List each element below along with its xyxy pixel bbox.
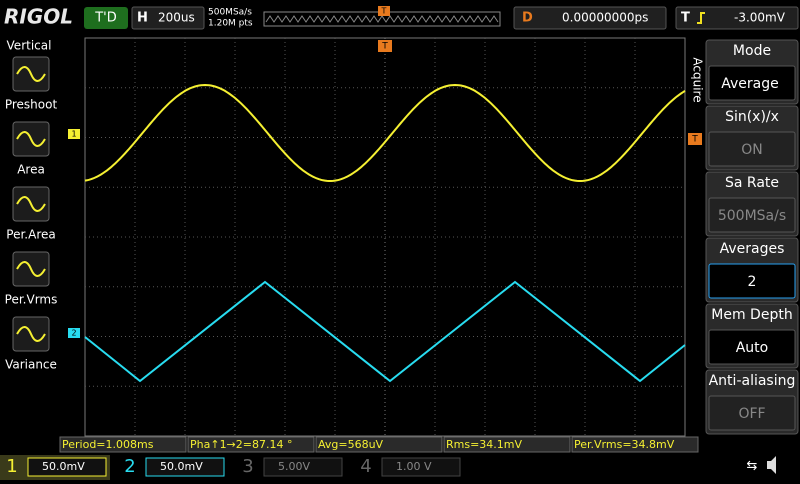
trigger-level-marker: T (691, 135, 698, 145)
measurement: Avg=568uV (318, 438, 384, 451)
trigger-box[interactable] (675, 6, 799, 30)
menu-label[interactable]: Sa Rate (725, 175, 779, 191)
trigger-edge-icon (697, 12, 705, 24)
timebase: 200us (158, 11, 195, 25)
menu-value-box[interactable] (708, 197, 796, 233)
menu-value[interactable]: ON (741, 142, 763, 158)
left-menu-title: Vertical (7, 39, 52, 53)
ch2-marker-box (68, 328, 80, 338)
measurements: Period=1.008ms Pha↑1→2=87.14 ° Avg=568uV Rm… (59, 436, 699, 453)
channel-number[interactable]: 3 (242, 456, 253, 477)
menu-icon-wave[interactable] (16, 131, 46, 147)
memory-depth: 1.20M pts (208, 19, 253, 29)
menu-label[interactable]: Mem Depth (711, 307, 792, 323)
usb-icon: ⇆ (747, 459, 758, 474)
right-menu-side-label: Acquire (691, 57, 705, 102)
menu-value-box[interactable] (708, 329, 796, 365)
measurement: Period=1.008ms (62, 438, 154, 451)
brand: RIGOL (4, 5, 73, 29)
menu-icon-wave[interactable] (16, 326, 46, 342)
trigger-marker-box (378, 6, 390, 16)
measurement: Per.Vrms=34.8mV (574, 438, 675, 451)
menu-icon-wave[interactable] (16, 196, 46, 212)
measurement-box (315, 436, 443, 453)
trigger-position: T (381, 42, 388, 52)
channel-scale[interactable]: 1.00 V (396, 460, 432, 473)
menu-icon-wave[interactable] (16, 66, 46, 82)
menu-value-box[interactable] (708, 65, 796, 101)
graticule (85, 38, 685, 436)
menu-item[interactable]: Per.Area (6, 228, 55, 242)
channel-scale-box[interactable] (27, 457, 107, 477)
menu-value-box[interactable] (708, 395, 796, 431)
menu-value[interactable]: OFF (738, 406, 765, 422)
channel-scale[interactable]: 50.0mV (42, 460, 85, 473)
channel-scale[interactable]: 5.00V (278, 460, 310, 473)
menu-value[interactable]: 2 (748, 274, 757, 290)
channel-scale-box[interactable] (381, 457, 461, 477)
menu-item[interactable]: Area (17, 163, 45, 177)
menu-item[interactable]: Variance (5, 358, 57, 372)
run-state[interactable]: T'D (94, 11, 117, 26)
trigger-level: -3.00mV (734, 11, 786, 25)
menu-value[interactable]: Average (721, 76, 779, 92)
menu-label[interactable]: Averages (720, 241, 785, 257)
channel-number[interactable]: 4 (360, 456, 371, 477)
channel-bar: 1 50.0mV 2 50.0mV 3 5.00V 4 1.00 V (0, 455, 461, 480)
sound-icon (767, 456, 776, 474)
delay-box[interactable] (513, 6, 667, 30)
delay: 0.00000000ps (562, 11, 648, 25)
menu-item[interactable]: Per.Vrms (5, 293, 58, 307)
menu-label[interactable]: Sin(x)/x (725, 109, 779, 125)
measurement-box (571, 436, 699, 453)
run-state-box[interactable] (84, 7, 128, 29)
menu-icon-wave[interactable] (16, 261, 46, 277)
timebase-box[interactable] (131, 6, 205, 30)
timebase-label: H (137, 11, 148, 26)
left-menu: Preshoot Area Per.Area Per.Vrms Variance (5, 56, 58, 372)
menu-value-box[interactable] (708, 263, 796, 299)
menu-label[interactable]: Mode (733, 43, 771, 59)
channel-1-waveform (84, 83, 686, 182)
measurement: Rms=34.1mV (446, 438, 523, 451)
menu-item[interactable]: Preshoot (5, 98, 58, 112)
sample-rate: 500MSa/s (208, 8, 252, 18)
right-menu: Mode Average Sin(x)/x ON Sa Rate 500MSa/s Aver… (705, 39, 799, 435)
delay-label: D (522, 11, 533, 26)
menu-value-box[interactable] (708, 131, 796, 167)
ch1-marker-box (68, 129, 80, 139)
ch2-marker: 2 (71, 329, 76, 338)
channel-number[interactable]: 2 (124, 456, 135, 477)
channel-scale[interactable]: 50.0mV (160, 460, 203, 473)
channel-scale-box[interactable] (145, 457, 225, 477)
trigger-level-box (688, 133, 702, 145)
trigger-label: T (681, 11, 690, 26)
channel-2-waveform (84, 280, 686, 383)
menu-value[interactable]: Auto (736, 340, 769, 356)
measurement: Pha↑1→2=87.14 ° (190, 438, 292, 451)
measurement-box (187, 436, 315, 453)
channel-scale-box[interactable] (263, 457, 343, 477)
measurement-box (443, 436, 571, 453)
menu-value[interactable]: 500MSa/s (718, 208, 786, 224)
menu-label[interactable]: Anti-aliasing (709, 373, 796, 389)
channel-number[interactable]: 1 (6, 456, 17, 477)
ch1-marker: 1 (71, 130, 76, 139)
trigger-marker: T (381, 7, 387, 16)
measurement-box (59, 436, 187, 453)
trigger-position-box (378, 40, 392, 52)
